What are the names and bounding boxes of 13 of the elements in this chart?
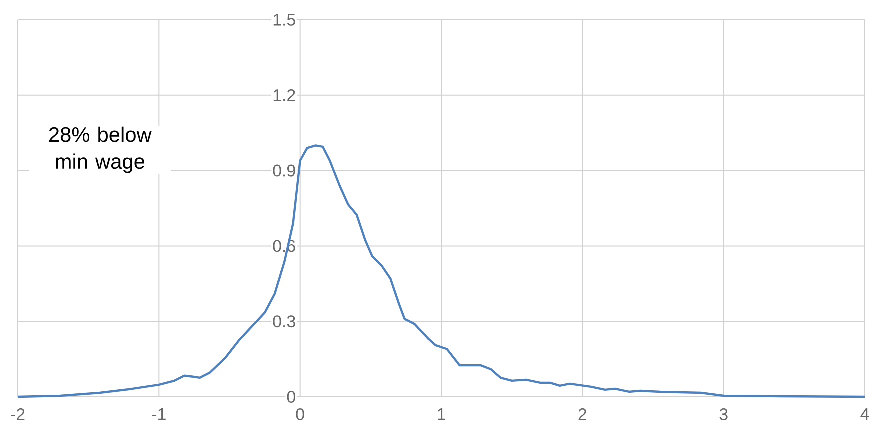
- x-tick-label: 2: [578, 408, 587, 420]
- x-tick-label: 1: [438, 408, 446, 420]
- x-tick-label: 3: [720, 408, 728, 421]
- y-tick-label: 1.2: [274, 89, 296, 102]
- annotation: 28% below min wage: [49, 126, 152, 174]
- x-tick-label: 0: [296, 408, 304, 421]
- x-tick-label: -1: [152, 408, 166, 420]
- y-tick-label: 1.5: [274, 14, 296, 26]
- y-tick-label: 0.9: [273, 164, 296, 177]
- x-tick-label: 4: [860, 408, 870, 420]
- x-tick-label: -2: [11, 408, 25, 420]
- y-tick-label: 0.3: [273, 316, 296, 328]
- y-tick-label: 0: [287, 391, 296, 403]
